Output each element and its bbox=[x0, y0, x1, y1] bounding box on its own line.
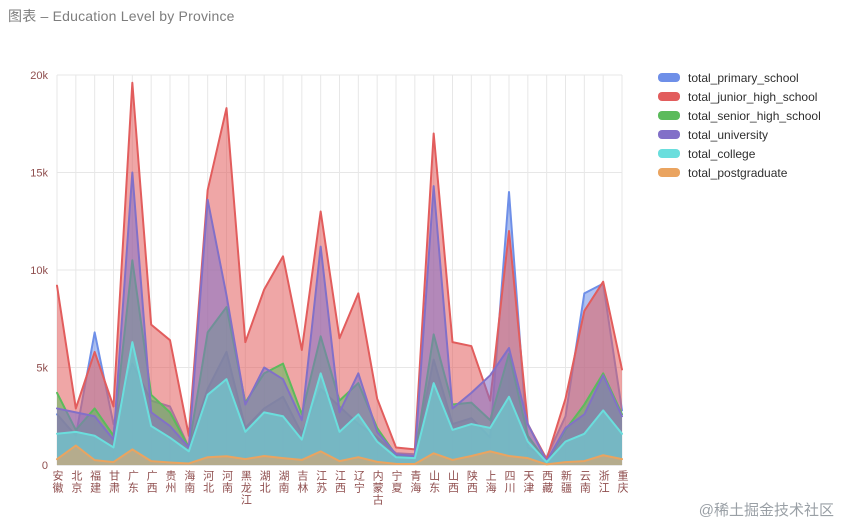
y-axis-label: 15k bbox=[30, 168, 48, 180]
legend-label: total_university bbox=[688, 127, 769, 142]
legend-item-total_primary_school[interactable]: total_primary_school bbox=[658, 68, 821, 87]
legend-label: total_senior_high_school bbox=[688, 108, 821, 123]
legend-item-total_postgraduate[interactable]: total_postgraduate bbox=[658, 163, 821, 182]
y-axis-label: 20k bbox=[30, 70, 48, 82]
series-areas bbox=[56, 81, 623, 466]
legend-label: total_college bbox=[688, 146, 756, 161]
y-axis-label: 0 bbox=[42, 460, 48, 472]
legend: total_primary_school total_junior_high_sc… bbox=[658, 68, 821, 182]
y-axis-label: 5k bbox=[36, 363, 48, 375]
y-axis-label: 10k bbox=[30, 265, 48, 277]
area-total_college bbox=[57, 342, 622, 465]
line-total_postgraduate bbox=[56, 444, 623, 466]
legend-swatch-icon bbox=[658, 130, 680, 139]
area-total_university bbox=[57, 172, 622, 465]
legend-swatch-icon bbox=[658, 111, 680, 120]
legend-item-total_senior_high_school[interactable]: total_senior_high_school bbox=[658, 106, 821, 125]
legend-label: total_junior_high_school bbox=[688, 89, 818, 104]
line-total_college bbox=[56, 341, 623, 464]
legend-label: total_postgraduate bbox=[688, 165, 788, 180]
area-total_postgraduate bbox=[57, 445, 622, 465]
watermark: @稀土掘金技术社区 bbox=[698, 502, 834, 519]
y-axis-labels: 0 5k 10k 15k 20k bbox=[30, 70, 48, 472]
line-total_university bbox=[56, 171, 623, 463]
legend-swatch-icon bbox=[658, 149, 680, 158]
legend-item-total_junior_high_school[interactable]: total_junior_high_school bbox=[658, 87, 821, 106]
legend-item-total_college[interactable]: total_college bbox=[658, 144, 821, 163]
page-title: 图表 – Education Level by Province bbox=[8, 8, 235, 24]
legend-label: total_primary_school bbox=[688, 70, 799, 85]
legend-item-total_university[interactable]: total_university bbox=[658, 125, 821, 144]
legend-swatch-icon bbox=[658, 168, 680, 177]
legend-swatch-icon bbox=[658, 92, 680, 101]
legend-swatch-icon bbox=[658, 73, 680, 82]
